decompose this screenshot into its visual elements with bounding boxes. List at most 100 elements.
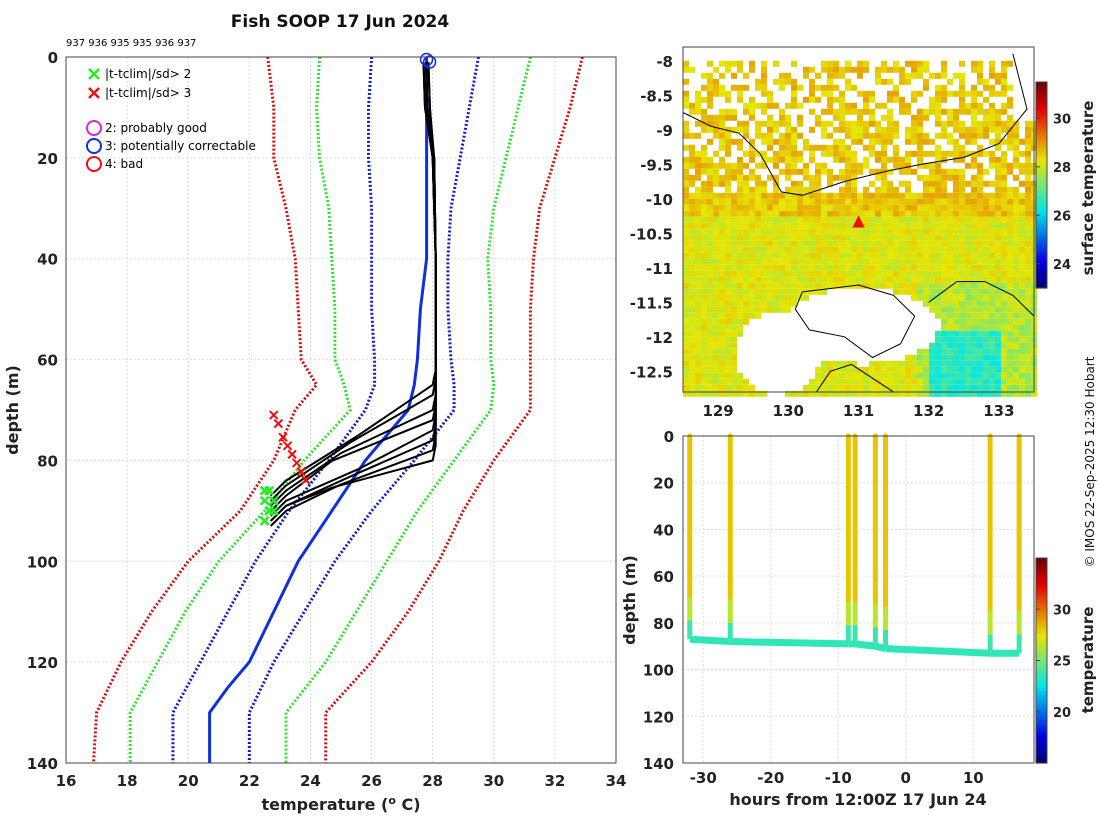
sst-cell <box>965 360 971 367</box>
colorbar-segment <box>1036 622 1047 627</box>
sst-cell <box>683 144 689 151</box>
sst-map-cells <box>683 60 1037 397</box>
sst-cell <box>983 192 989 199</box>
sst-cell <box>935 342 941 349</box>
sst-cell <box>713 228 719 235</box>
sst-cell <box>719 372 725 379</box>
sst-cell <box>701 246 707 253</box>
section-x-tick-label: -10 <box>825 769 852 787</box>
sst-cell <box>713 198 719 205</box>
sst-cell <box>701 216 707 223</box>
sst-cell <box>971 120 977 127</box>
sst-cell <box>737 324 743 331</box>
sst-cell <box>713 234 719 241</box>
sst-cell <box>929 174 935 181</box>
section-x-tick-label: 0 <box>901 769 911 787</box>
sst-cell <box>695 390 701 397</box>
sst-cell <box>1013 216 1019 223</box>
sst-cell <box>941 198 947 205</box>
sst-cell <box>791 234 797 241</box>
sst-cell <box>989 282 995 289</box>
sst-cell <box>875 282 881 289</box>
sst-cell <box>857 138 863 145</box>
sst-cell <box>755 390 761 397</box>
sst-cell <box>725 234 731 241</box>
sst-cell <box>935 378 941 385</box>
sst-cell <box>857 66 863 73</box>
sst-cell <box>995 174 1001 181</box>
sst-cell <box>827 150 833 157</box>
sst-cell <box>953 384 959 391</box>
sst-cell <box>755 78 761 85</box>
sst-cell <box>683 300 689 307</box>
sst-cell <box>971 330 977 337</box>
sst-cell <box>689 378 695 385</box>
colorbar-segment <box>1036 267 1047 272</box>
sst-cell <box>713 324 719 331</box>
sst-cell <box>869 210 875 217</box>
sst-cell <box>911 354 917 361</box>
sst-cell <box>887 228 893 235</box>
sst-cell <box>989 240 995 247</box>
sst-cell <box>785 252 791 259</box>
sst-cell <box>1025 360 1031 367</box>
sst-cell <box>881 240 887 247</box>
sst-cell <box>863 186 869 193</box>
sst-cell <box>1001 354 1007 361</box>
sst-cell <box>995 204 1001 211</box>
colorbar-segment <box>1036 756 1047 761</box>
sst-cell <box>929 294 935 301</box>
sst-cell <box>911 246 917 253</box>
sst-cell <box>869 132 875 139</box>
sst-cell <box>1025 342 1031 349</box>
sst-cell <box>1001 282 1007 289</box>
colorbar-segment <box>1036 636 1047 641</box>
colorbar-tick-label: 25 <box>1053 655 1071 670</box>
sst-cell <box>911 240 917 247</box>
sst-cell <box>809 90 815 97</box>
sst-cell <box>905 240 911 247</box>
sst-cell <box>959 360 965 367</box>
sst-cell <box>695 162 701 169</box>
sst-cell <box>959 192 965 199</box>
sst-cell <box>695 210 701 217</box>
sst-cell <box>941 60 947 67</box>
sst-cell <box>707 138 713 145</box>
sst-cell <box>935 96 941 103</box>
sst-cell <box>707 282 713 289</box>
sst-cell <box>869 120 875 127</box>
sst-cell <box>779 270 785 277</box>
sst-cell <box>815 162 821 169</box>
sst-cell <box>719 252 725 259</box>
sst-cell <box>683 78 689 85</box>
sst-cell <box>995 276 1001 283</box>
sst-cell <box>767 288 773 295</box>
sst-cell <box>941 126 947 133</box>
sst-cell <box>683 318 689 325</box>
sst-cell <box>851 360 857 367</box>
sst-cell <box>779 132 785 139</box>
sst-cell <box>965 288 971 295</box>
sst-cell <box>725 354 731 361</box>
sst-cell <box>851 384 857 391</box>
sst-cell <box>743 72 749 79</box>
sst-cell <box>761 228 767 235</box>
sst-cell <box>989 198 995 205</box>
sst-cell <box>839 126 845 133</box>
sst-cell <box>995 72 1001 79</box>
sst-cell <box>929 372 935 379</box>
sst-cell <box>845 264 851 271</box>
sst-cell <box>707 216 713 223</box>
sst-cell <box>725 252 731 259</box>
sst-cell <box>977 378 983 385</box>
sst-cell <box>929 252 935 259</box>
sst-cell <box>839 168 845 175</box>
sst-cell <box>707 258 713 265</box>
sst-cell <box>839 198 845 205</box>
sst-cell <box>959 174 965 181</box>
sst-cell <box>989 264 995 271</box>
colorbar-segment <box>1036 126 1047 131</box>
sst-cell <box>683 282 689 289</box>
sst-cell <box>767 306 773 313</box>
sst-cell <box>875 258 881 265</box>
